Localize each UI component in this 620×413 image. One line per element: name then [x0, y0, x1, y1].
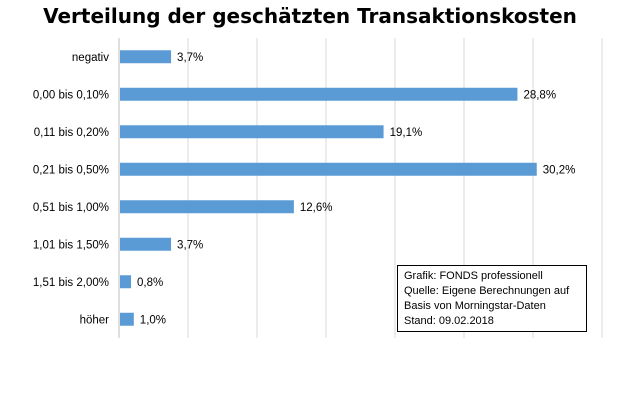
data-label: 30,2% — [543, 164, 576, 176]
data-label: 3,7% — [177, 239, 203, 251]
category-label: 0,51 bis 1,00% — [33, 202, 109, 214]
bar — [120, 87, 518, 101]
category-label: 1,01 bis 1,50% — [33, 239, 109, 251]
bar — [120, 312, 134, 326]
data-label: 1,0% — [140, 314, 166, 326]
data-label: 19,1% — [390, 127, 423, 139]
bar — [120, 275, 132, 289]
bar — [120, 200, 294, 214]
category-label: 0,21 bis 0,50% — [33, 164, 109, 176]
source-line-2: Quelle: Eigene Berechnungen auf — [404, 285, 570, 297]
source-line-4: Stand: 09.02.2018 — [404, 315, 494, 327]
bar — [120, 162, 537, 176]
category-label: 1,51 bis 2,00% — [33, 277, 109, 289]
category-label: 0,11 bis 0,20% — [34, 127, 109, 139]
category-label: negativ — [72, 52, 109, 64]
source-note: Grafik: FONDS professionell Quelle: Eige… — [397, 265, 587, 332]
source-line-1: Grafik: FONDS professionell — [404, 270, 543, 282]
data-label: 28,8% — [523, 89, 556, 101]
chart-title: Verteilung der geschätzten Transaktionsk… — [43, 4, 577, 28]
bar — [120, 125, 384, 139]
source-line-3: Basis von Morningstar-Daten — [404, 300, 546, 312]
category-label: 0,00 bis 0,10% — [33, 89, 109, 101]
bar — [120, 237, 172, 251]
data-label: 3,7% — [177, 52, 203, 64]
category-label: höher — [80, 314, 110, 326]
data-label: 0,8% — [137, 277, 163, 289]
data-label: 12,6% — [300, 202, 333, 214]
bar — [120, 50, 172, 64]
